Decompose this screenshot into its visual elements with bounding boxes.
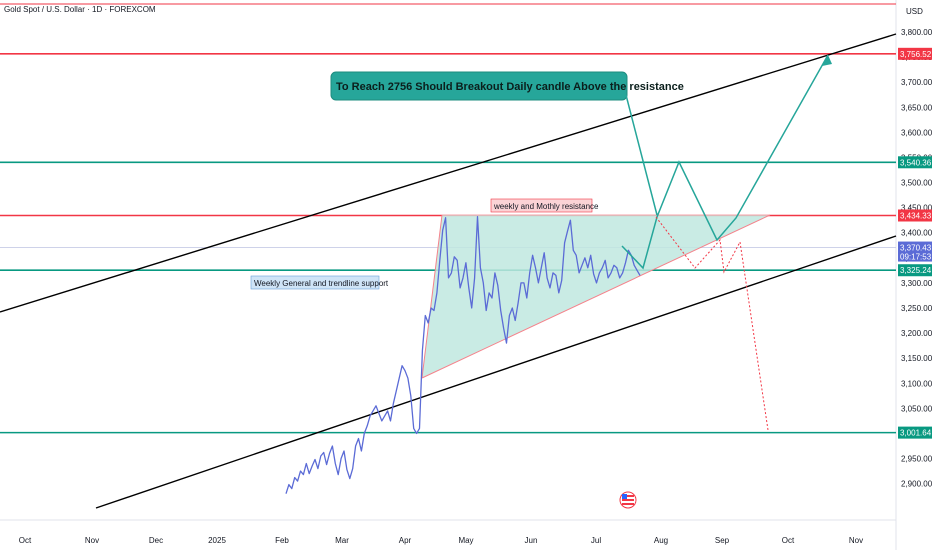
triangle-pattern: [421, 214, 771, 379]
x-tick-label: Mar: [335, 536, 349, 545]
price-badge-label: 3,370.43: [900, 244, 932, 253]
y-tick-label: 3,600.00: [901, 128, 932, 137]
resistance-label[interactable]: weekly and Mothly resistance: [490, 198, 599, 213]
price-badge-4: [898, 264, 932, 277]
callout-annotation[interactable]: To Reach 2756 Should Breakout Daily cand…: [330, 71, 684, 216]
wedge-left: [421, 214, 443, 379]
price-badge-label: 3,434.33: [900, 211, 932, 220]
x-tick-label: Apr: [399, 536, 412, 545]
x-tick-label: Jul: [591, 536, 601, 545]
x-axis-ticks: Oct Nov Dec 2025 Feb Mar Apr May Jun Jul Aug Sep Oct…: [19, 536, 863, 545]
channel-lower-line: [95, 235, 897, 509]
x-tick-label: May: [458, 536, 473, 545]
price-badge-label: 3,756.52: [900, 50, 932, 59]
price-badge-sublabel: 09:17:53: [900, 253, 932, 262]
y-tick-label: 3,450.00: [901, 204, 932, 213]
price-badge-label: 3,001.64: [900, 429, 932, 438]
trend-channel: [0, 33, 897, 509]
price-badge-5: [898, 426, 932, 439]
us-flag-icon[interactable]: [619, 491, 637, 509]
y-tick-label: 3,400.00: [901, 229, 932, 238]
price-badge-1: [898, 156, 932, 169]
y-tick-label: 2,900.00: [901, 480, 932, 489]
support-label[interactable]: Weekly General and trendline support: [250, 275, 389, 290]
x-tick-label: Oct: [19, 536, 32, 545]
x-tick-label: Feb: [275, 536, 289, 545]
y-tick-label: 3,300.00: [901, 279, 932, 288]
resistance-label-box: [490, 198, 593, 213]
price-badge-3: [898, 241, 932, 262]
projection-arrowhead: [822, 55, 832, 66]
x-tick-label: Jun: [525, 536, 538, 545]
currency-label: USD: [906, 7, 923, 16]
callout-box: [330, 71, 628, 101]
y-tick-label: 3,700.00: [901, 78, 932, 87]
x-tick-label: Oct: [782, 536, 795, 545]
price-badges: 3,756.52 3,540.36 3,434.33 3,370.4309:17:53…: [898, 47, 932, 439]
x-tick-label: Nov: [849, 536, 863, 545]
x-tick-label: 2025: [208, 536, 226, 545]
y-tick-label: 3,800.00: [901, 28, 932, 37]
symbol-title: Gold Spot / U.S. Dollar · 1D · FOREXCOM: [4, 5, 156, 14]
price-badge-label: 3,325.24: [900, 266, 932, 275]
y-tick-label: 2,950.00: [901, 455, 932, 464]
bullish-projection: [621, 54, 829, 270]
y-tick-label: 3,200.00: [901, 329, 932, 338]
channel-upper-line: [0, 33, 897, 313]
support-label-text: Weekly General and trendline support: [254, 279, 389, 288]
price-badge-0: [898, 47, 932, 60]
projection-paths: [621, 54, 832, 431]
x-tick-label: Sep: [715, 536, 730, 545]
x-tick-label: Nov: [85, 536, 99, 545]
callout-text: To Reach 2756 Should Breakout Daily cand…: [336, 81, 684, 93]
x-tick-label: Dec: [149, 536, 163, 545]
price-badge-2: [898, 209, 932, 222]
y-tick-label: 3,050.00: [901, 404, 932, 413]
y-tick-label: 3,500.00: [901, 179, 932, 188]
price-badge-label: 3,540.36: [900, 158, 932, 167]
support-label-box: [250, 275, 380, 290]
price-line: [285, 216, 641, 494]
y-tick-label: 3,150.00: [901, 354, 932, 363]
x-tick-label: Aug: [654, 536, 668, 545]
y-tick-label: 3,250.00: [901, 304, 932, 313]
y-tick-label: 3,650.00: [901, 103, 932, 112]
bearish-projection: [655, 216, 769, 431]
wedge-bottom: [421, 214, 771, 379]
resistance-label-text: weekly and Mothly resistance: [493, 202, 599, 211]
price-series: [285, 216, 641, 494]
y-tick-label: 3,100.00: [901, 379, 932, 388]
callout-pointer: [625, 94, 658, 216]
